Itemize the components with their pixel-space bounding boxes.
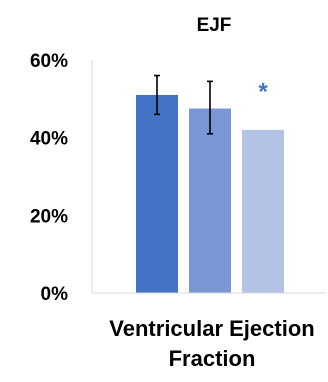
bar-2 xyxy=(242,129,284,293)
bars xyxy=(136,94,284,294)
chart-title: EJF xyxy=(197,15,232,36)
error-bar-0 xyxy=(154,74,160,116)
x-axis-label-line-1: Ventricular Ejection xyxy=(109,316,314,341)
significance-asterisk-0: * xyxy=(258,78,268,105)
y-tick-label-3: 60% xyxy=(30,51,68,72)
error-bar-1 xyxy=(207,80,213,135)
bar-0 xyxy=(136,94,178,293)
bar-1 xyxy=(189,108,231,294)
x-axis-label-line-2: Fraction xyxy=(169,346,256,371)
y-tick-label-1: 20% xyxy=(30,206,68,227)
y-axis-ticks: 0% 20% 40% 60% xyxy=(30,51,68,305)
annotations: * xyxy=(258,78,268,105)
error-bars xyxy=(154,74,213,135)
y-tick-label-0: 0% xyxy=(41,284,69,305)
y-tick-label-2: 40% xyxy=(30,129,68,150)
